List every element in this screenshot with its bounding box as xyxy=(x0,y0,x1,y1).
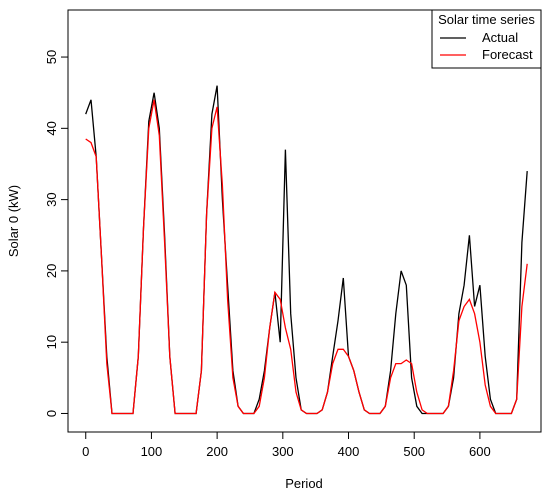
x-tick-label: 0 xyxy=(82,444,89,459)
legend-title: Solar time series xyxy=(438,12,535,27)
y-tick-label: 40 xyxy=(44,121,59,135)
y-tick-label: 0 xyxy=(44,410,59,417)
x-tick-label: 500 xyxy=(403,444,425,459)
series-line xyxy=(85,99,528,415)
x-tick-label: 400 xyxy=(338,444,360,459)
legend-label: Actual xyxy=(482,30,518,45)
y-tick-label: 10 xyxy=(44,335,59,349)
y-tick-label: 20 xyxy=(44,264,59,278)
x-axis-label: Period xyxy=(285,476,323,491)
x-tick-label: 300 xyxy=(272,444,294,459)
legend-label: Forecast xyxy=(482,47,533,62)
x-tick-label: 200 xyxy=(206,444,228,459)
plot-frame xyxy=(67,9,542,433)
y-tick-label: 30 xyxy=(44,192,59,206)
series-line xyxy=(85,85,528,415)
x-tick-label: 600 xyxy=(469,444,491,459)
x-tick-label: 100 xyxy=(141,444,163,459)
y-axis-label: Solar 0 (kW) xyxy=(6,185,21,257)
y-tick-label: 50 xyxy=(44,50,59,64)
legend-box xyxy=(431,9,542,69)
